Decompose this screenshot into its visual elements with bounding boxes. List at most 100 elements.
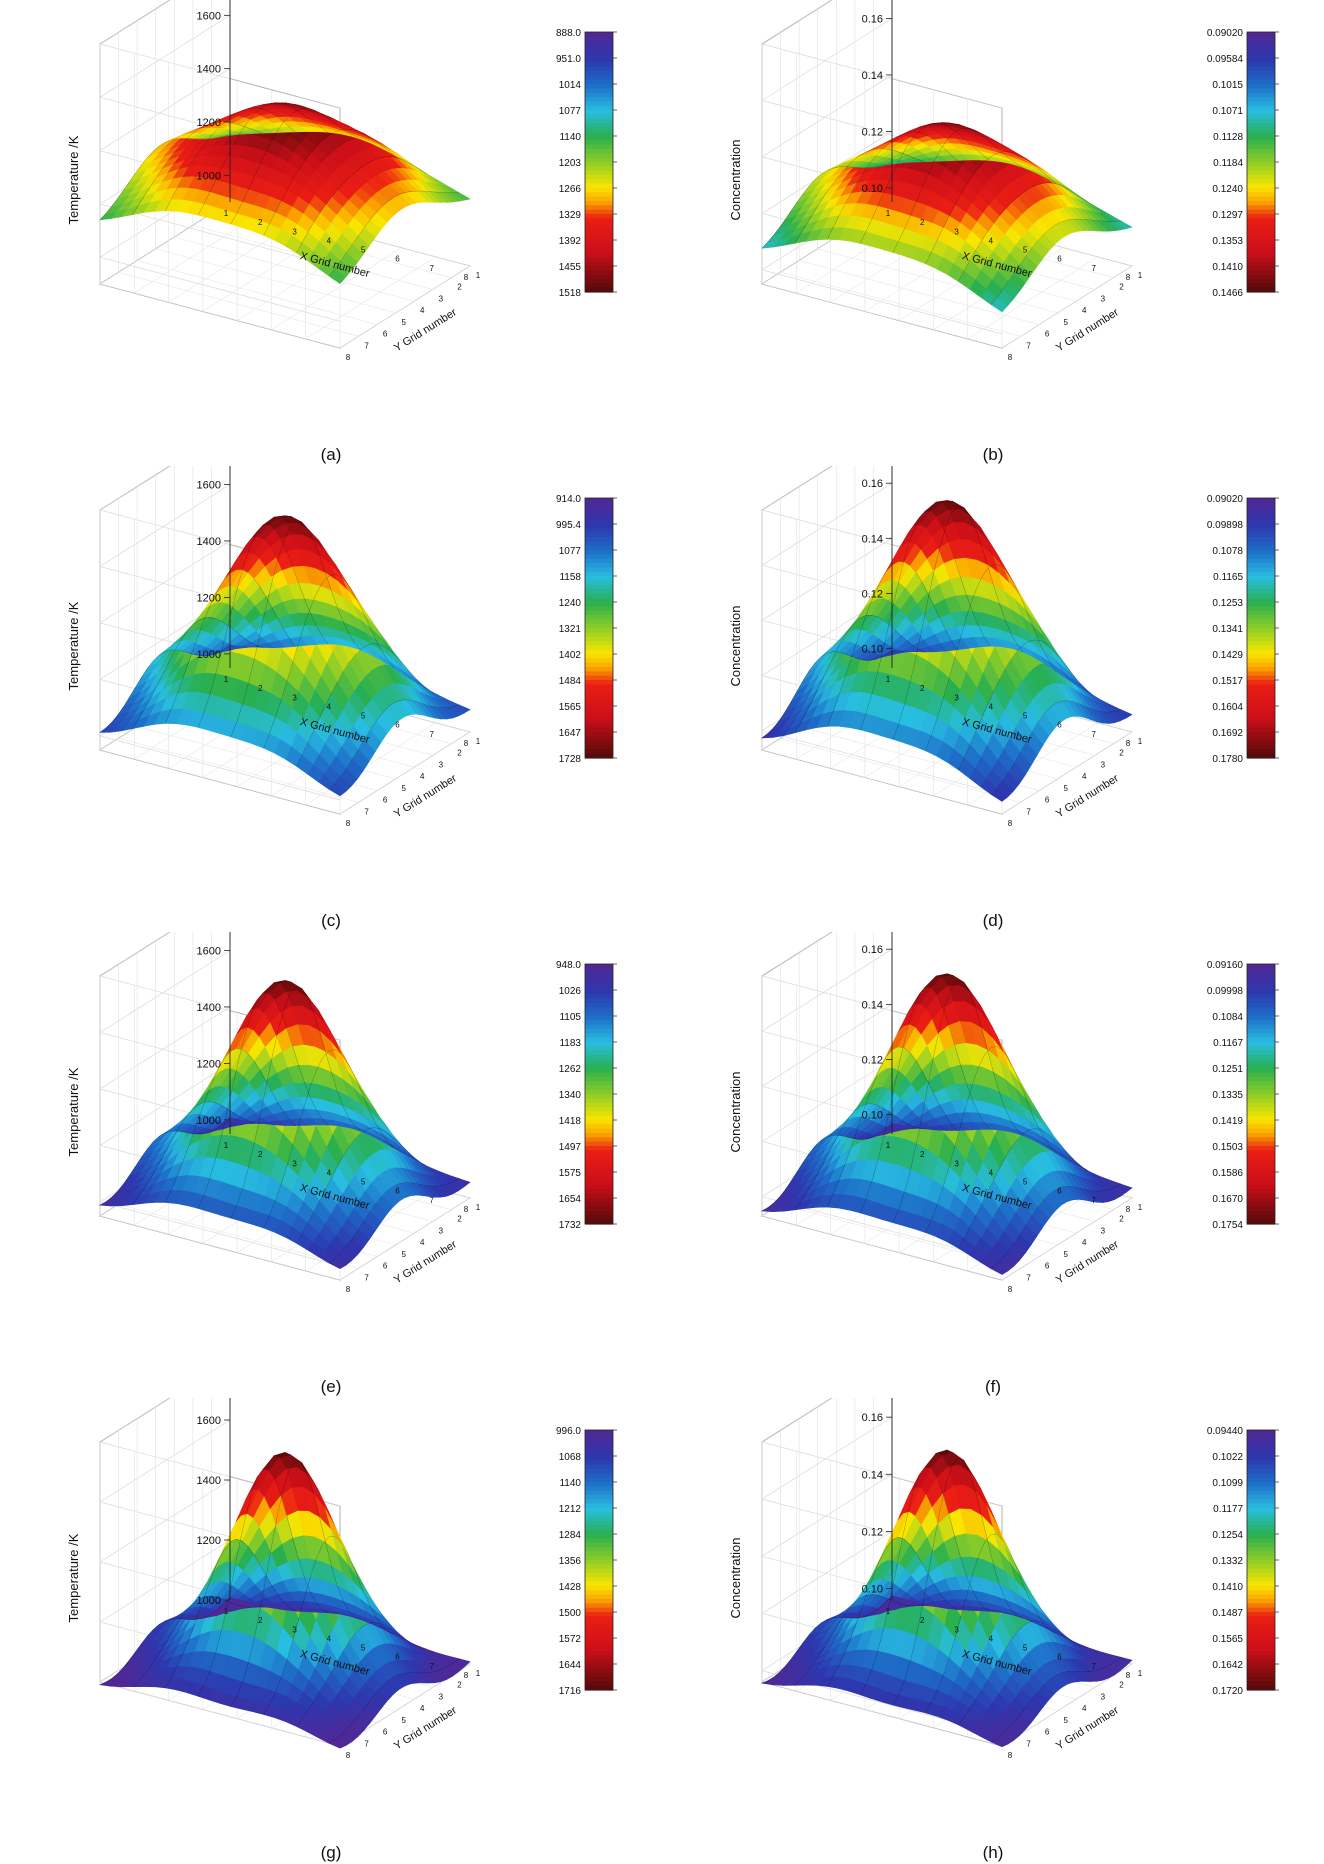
mesh-line	[99, 645, 231, 733]
y-tick-label: 7	[1026, 1273, 1031, 1282]
colorbar-label: 1575	[559, 1168, 582, 1179]
colorbar-segment	[585, 662, 613, 668]
colorbar-segment	[1247, 183, 1275, 189]
x-tick-label: 6	[1057, 255, 1062, 264]
colorbar-segment	[585, 528, 613, 534]
x-tick-label: 4	[327, 236, 332, 245]
colorbar-label: 0.1341	[1212, 624, 1243, 635]
colorbar-segment	[1247, 40, 1275, 46]
colorbar-segment	[585, 693, 613, 698]
colorbar-segment	[1247, 502, 1275, 508]
floor-grid-line	[339, 265, 471, 349]
surface-chart: 0.100.120.140.160.18Concentration1234567…	[728, 1398, 1279, 1760]
y-tick-label: 5	[401, 318, 406, 327]
colorbar-segment	[585, 114, 613, 120]
surface-patch	[223, 1117, 242, 1125]
surface	[760, 1449, 1133, 1748]
colorbar-segment	[585, 36, 613, 42]
z-axis-title: Temperature /K	[66, 135, 81, 224]
panel-e: 10001200140016001800Temperature /K123456…	[0, 932, 662, 1398]
colorbar-label: 0.1517	[1212, 676, 1243, 687]
colorbar-label: 0.1128	[1213, 132, 1243, 143]
colorbar-segment	[1247, 498, 1275, 503]
panel-h: 0.100.120.140.160.18Concentration1234567…	[662, 1398, 1324, 1864]
colorbar-label: 0.1604	[1212, 702, 1243, 713]
colorbar-segment	[585, 684, 613, 690]
colorbar-segment	[1247, 1072, 1275, 1078]
mesh-line	[230, 1460, 361, 1707]
colorbar-label: 0.1071	[1212, 106, 1243, 117]
x-tick-label: 3	[292, 693, 297, 702]
colorbar-segment	[585, 1202, 613, 1208]
colorbar-label: 1140	[559, 132, 581, 143]
colorbar-segment	[1247, 97, 1275, 102]
colorbar-segment	[1247, 75, 1275, 81]
colorbar-segment	[1247, 127, 1275, 133]
x-tick-label: 3	[954, 227, 959, 236]
colorbar-segment	[585, 1681, 613, 1687]
colorbar-label: 888.0	[556, 28, 581, 39]
y-tick-label: 7	[364, 807, 369, 816]
colorbar-segment	[585, 1534, 613, 1539]
colorbar-label: 1728	[559, 754, 582, 765]
colorbar-segment	[585, 1629, 613, 1635]
colorbar-segment	[585, 723, 613, 729]
mesh-line	[827, 561, 958, 727]
colorbar-segment	[585, 502, 613, 508]
colorbar-segment	[1247, 110, 1275, 115]
colorbar-segment	[585, 1503, 613, 1509]
floor-grid-line	[967, 256, 1098, 340]
colorbar-segment	[1247, 1202, 1275, 1208]
z-tick-label: 1600	[197, 479, 221, 491]
colorbar-segment	[585, 1007, 613, 1013]
z-tick-label: 0.10	[862, 183, 883, 195]
colorbar-segment	[585, 1133, 613, 1138]
colorbar-segment	[585, 701, 613, 707]
y-tick-label: 1	[1138, 1203, 1143, 1212]
colorbar-label: 0.1429	[1212, 650, 1243, 661]
colorbar-segment	[1247, 240, 1275, 245]
colorbar-segment	[585, 1430, 613, 1435]
colorbar-segment	[585, 506, 613, 512]
y-tick-label: 8	[346, 819, 351, 828]
mesh-line	[328, 190, 460, 277]
x-tick-label: 6	[395, 255, 400, 264]
colorbar-segment	[585, 964, 613, 969]
colorbar-segment	[1247, 1020, 1275, 1026]
colorbar-segment	[585, 1434, 613, 1440]
colorbar-segment	[585, 1154, 613, 1160]
colorbar-segment	[1247, 972, 1275, 978]
surface-chart: 0.100.120.140.160.18Concentration1234567…	[728, 0, 1279, 362]
colorbar-segment	[585, 1003, 613, 1008]
colorbar-label: 1356	[559, 1556, 582, 1567]
colorbar-segment	[1247, 636, 1275, 642]
colorbar-label: 1392	[559, 236, 582, 247]
colorbar-segment	[585, 1477, 613, 1483]
colorbar-segment	[585, 62, 613, 68]
colorbar-label: 1203	[559, 158, 582, 169]
colorbar-segment	[585, 1451, 613, 1457]
z-tick-label: 1200	[197, 117, 221, 129]
colorbar-segment	[1247, 1172, 1275, 1177]
colorbar-segment	[585, 1016, 613, 1021]
colorbar-segment	[1247, 710, 1275, 716]
mesh-line	[132, 1101, 263, 1205]
colorbar-segment	[585, 1577, 613, 1583]
colorbar-segment	[1247, 1193, 1275, 1199]
colorbar-segment	[1247, 610, 1275, 616]
x-tick-label: 5	[1023, 1178, 1028, 1187]
x-tick-label: 2	[920, 218, 925, 227]
colorbar-segment	[1247, 1042, 1275, 1047]
colorbar-segment	[1247, 545, 1275, 551]
colorbar-segment	[585, 157, 613, 163]
surface-patch	[223, 644, 242, 650]
colorbar-label: 1262	[559, 1064, 582, 1075]
colorbar-segment	[585, 1499, 613, 1505]
colorbar-segment	[585, 188, 613, 193]
colorbar-segment	[585, 1443, 613, 1448]
colorbar-label: 0.1167	[1213, 1038, 1243, 1049]
y-axis-title: Y Grid number	[1054, 772, 1121, 820]
colorbar-segment	[1247, 749, 1275, 755]
colorbar-label: 1183	[559, 1038, 581, 1049]
colorbar-segment	[585, 532, 613, 538]
